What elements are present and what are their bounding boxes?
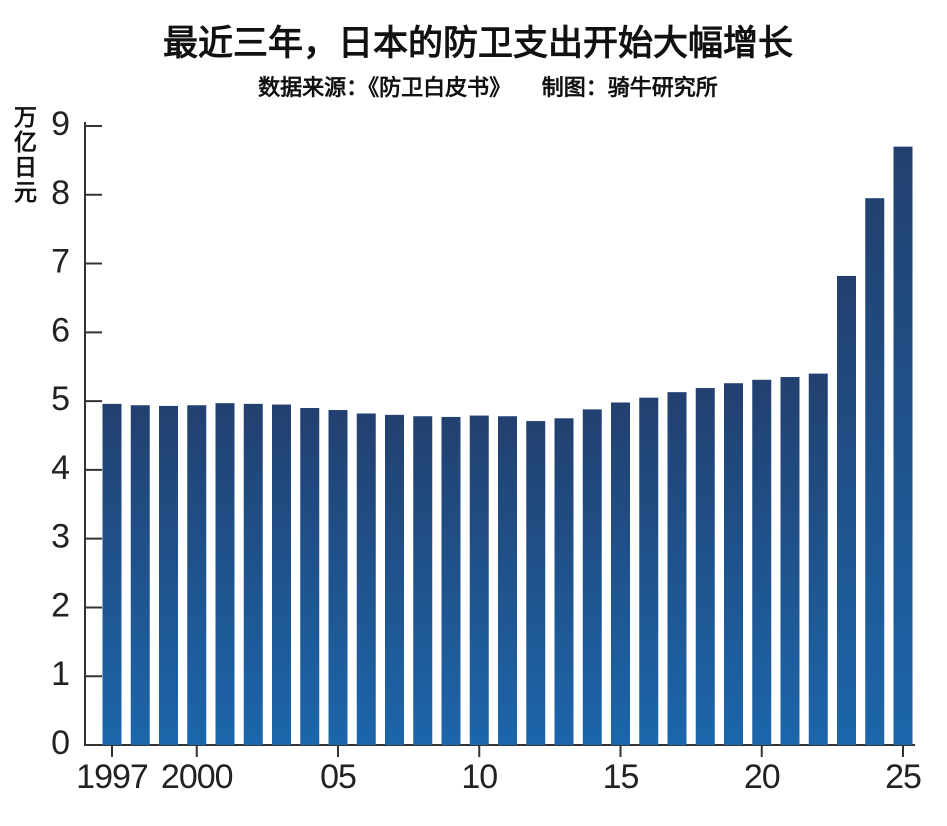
bar bbox=[837, 275, 856, 745]
y-tick-label: 3 bbox=[51, 518, 70, 556]
bar bbox=[865, 198, 885, 745]
bar bbox=[893, 146, 913, 746]
bar bbox=[187, 405, 207, 745]
bar bbox=[582, 409, 602, 745]
bar bbox=[243, 403, 263, 745]
bar bbox=[724, 383, 743, 745]
bar bbox=[526, 421, 546, 745]
bar bbox=[130, 405, 150, 745]
bar bbox=[413, 416, 433, 745]
bar bbox=[272, 404, 291, 745]
y-axis-label: 万亿日元 bbox=[14, 105, 37, 206]
x-tick-label: 15 bbox=[603, 758, 639, 796]
bar bbox=[356, 413, 376, 745]
bar bbox=[102, 403, 122, 745]
bar bbox=[667, 392, 687, 745]
bar bbox=[498, 416, 517, 745]
y-tick-label: 4 bbox=[51, 449, 70, 487]
y-tick-label: 7 bbox=[51, 243, 70, 281]
x-tick-label: 20 bbox=[744, 758, 780, 796]
y-tick-label: 1 bbox=[51, 655, 70, 693]
bar bbox=[752, 379, 772, 745]
y-tick-label: 6 bbox=[51, 311, 70, 349]
bar bbox=[441, 416, 461, 745]
chart-subtitle: 数据来源：《防卫白皮书》 制图：骑牛研究所 bbox=[258, 75, 718, 101]
bar bbox=[695, 388, 715, 745]
y-tick-label: 8 bbox=[51, 174, 70, 212]
bar bbox=[639, 397, 659, 745]
bar bbox=[808, 373, 828, 745]
chart-title: 最近三年，日本的防卫支出开始大幅增长 bbox=[163, 24, 793, 64]
bar bbox=[469, 415, 489, 745]
bar bbox=[215, 403, 235, 745]
x-tick-label: 25 bbox=[885, 758, 921, 796]
bar bbox=[611, 402, 630, 745]
bar bbox=[385, 414, 404, 745]
y-tick-label: 2 bbox=[51, 586, 70, 624]
bar bbox=[159, 405, 178, 745]
y-tick-label: 5 bbox=[51, 380, 70, 418]
x-tick-label: 1997 bbox=[76, 758, 148, 796]
x-tick-label: 2000 bbox=[161, 758, 233, 796]
bar bbox=[554, 418, 574, 745]
y-tick-label: 0 bbox=[51, 724, 70, 762]
y-tick-label: 9 bbox=[51, 105, 70, 143]
x-tick-label: 05 bbox=[320, 758, 356, 796]
bar bbox=[780, 377, 800, 745]
x-tick-label: 10 bbox=[461, 758, 497, 796]
bar bbox=[300, 407, 320, 745]
bar bbox=[328, 410, 348, 745]
